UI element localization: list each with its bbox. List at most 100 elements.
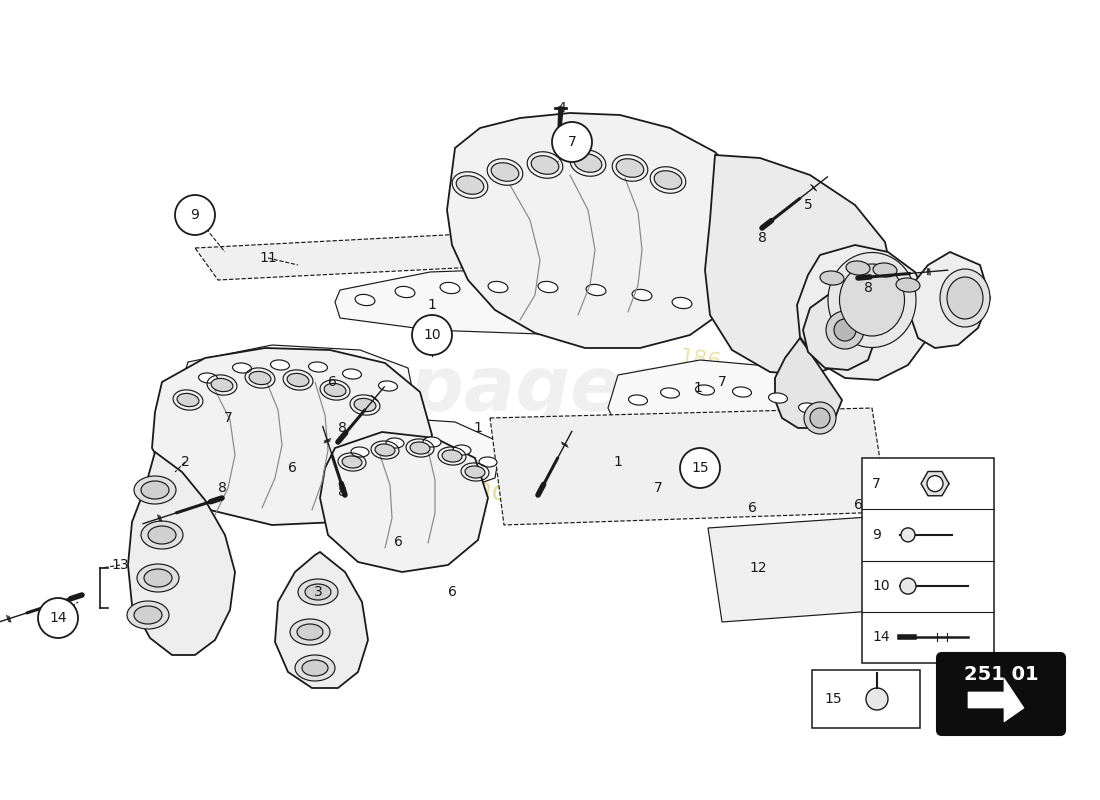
- Ellipse shape: [138, 564, 179, 592]
- Text: 6: 6: [448, 585, 456, 599]
- Circle shape: [175, 195, 214, 235]
- Ellipse shape: [134, 476, 176, 504]
- Text: 6: 6: [394, 535, 403, 549]
- Ellipse shape: [386, 438, 404, 448]
- Ellipse shape: [308, 362, 328, 372]
- Text: 6: 6: [328, 375, 337, 389]
- Ellipse shape: [834, 319, 856, 341]
- Ellipse shape: [354, 398, 376, 412]
- Text: europages: europages: [213, 353, 667, 427]
- Bar: [812, 670, 920, 728]
- Text: 7: 7: [568, 135, 576, 149]
- Circle shape: [901, 528, 915, 542]
- Text: 1: 1: [614, 455, 623, 469]
- Ellipse shape: [295, 655, 336, 681]
- Ellipse shape: [574, 154, 602, 172]
- Ellipse shape: [733, 387, 751, 397]
- Ellipse shape: [616, 158, 644, 178]
- Text: 1: 1: [474, 421, 483, 435]
- Circle shape: [412, 315, 452, 355]
- Text: 6: 6: [287, 461, 296, 475]
- Ellipse shape: [873, 263, 896, 277]
- Ellipse shape: [302, 660, 328, 676]
- Text: 8: 8: [218, 481, 227, 495]
- Polygon shape: [490, 408, 888, 525]
- Ellipse shape: [586, 284, 606, 296]
- Text: 14: 14: [872, 630, 890, 644]
- Ellipse shape: [866, 688, 888, 710]
- Circle shape: [552, 122, 592, 162]
- Polygon shape: [195, 222, 718, 280]
- Ellipse shape: [769, 393, 788, 403]
- Text: 8: 8: [338, 485, 346, 499]
- Ellipse shape: [355, 294, 375, 306]
- Text: 6: 6: [748, 501, 757, 515]
- Text: 1: 1: [428, 298, 437, 312]
- Ellipse shape: [453, 445, 471, 455]
- Ellipse shape: [538, 282, 558, 293]
- Text: 15: 15: [691, 461, 708, 475]
- Text: 14: 14: [50, 611, 67, 625]
- Text: 3: 3: [314, 585, 322, 599]
- Ellipse shape: [134, 606, 162, 624]
- Text: 8: 8: [338, 421, 346, 435]
- Ellipse shape: [290, 619, 330, 645]
- Ellipse shape: [198, 373, 218, 383]
- Ellipse shape: [672, 298, 692, 309]
- Polygon shape: [336, 268, 705, 334]
- Ellipse shape: [828, 253, 916, 347]
- Text: 186: 186: [678, 347, 723, 373]
- Ellipse shape: [465, 466, 485, 478]
- Circle shape: [39, 598, 78, 638]
- Ellipse shape: [298, 579, 338, 605]
- Ellipse shape: [839, 264, 904, 336]
- Ellipse shape: [531, 156, 559, 174]
- Ellipse shape: [395, 286, 415, 298]
- Ellipse shape: [410, 442, 430, 454]
- Circle shape: [680, 448, 720, 488]
- Ellipse shape: [211, 378, 233, 392]
- Ellipse shape: [424, 437, 441, 447]
- Text: 10: 10: [424, 328, 441, 342]
- Ellipse shape: [628, 395, 648, 405]
- Polygon shape: [608, 360, 835, 438]
- Text: 4: 4: [558, 101, 566, 115]
- Text: 5: 5: [804, 198, 813, 212]
- Ellipse shape: [126, 601, 169, 629]
- Ellipse shape: [177, 394, 199, 406]
- Ellipse shape: [660, 388, 680, 398]
- Ellipse shape: [492, 162, 519, 182]
- Ellipse shape: [141, 521, 183, 549]
- Ellipse shape: [488, 282, 508, 293]
- Text: and passion: and passion: [455, 472, 625, 528]
- Circle shape: [927, 476, 943, 492]
- Ellipse shape: [632, 290, 652, 301]
- Ellipse shape: [351, 447, 369, 457]
- Ellipse shape: [654, 170, 682, 190]
- Polygon shape: [798, 245, 930, 380]
- Polygon shape: [324, 418, 498, 495]
- Ellipse shape: [442, 450, 462, 462]
- Text: 1: 1: [694, 381, 703, 395]
- Ellipse shape: [148, 526, 176, 544]
- Text: 2: 2: [180, 455, 189, 469]
- Ellipse shape: [826, 311, 864, 349]
- Text: 9: 9: [872, 528, 881, 542]
- Text: 8: 8: [758, 231, 767, 245]
- Polygon shape: [910, 252, 990, 348]
- Ellipse shape: [804, 402, 836, 434]
- Ellipse shape: [297, 624, 323, 640]
- Text: 12: 12: [749, 561, 767, 575]
- Polygon shape: [708, 515, 915, 622]
- Polygon shape: [152, 348, 432, 525]
- Ellipse shape: [820, 271, 844, 285]
- Ellipse shape: [271, 360, 289, 370]
- Text: 9: 9: [190, 208, 199, 222]
- Circle shape: [900, 578, 916, 594]
- Polygon shape: [968, 678, 1024, 722]
- Text: 13: 13: [111, 558, 129, 572]
- Text: 7: 7: [653, 481, 662, 495]
- Text: 7: 7: [872, 477, 881, 490]
- Ellipse shape: [141, 481, 169, 499]
- Ellipse shape: [456, 176, 484, 194]
